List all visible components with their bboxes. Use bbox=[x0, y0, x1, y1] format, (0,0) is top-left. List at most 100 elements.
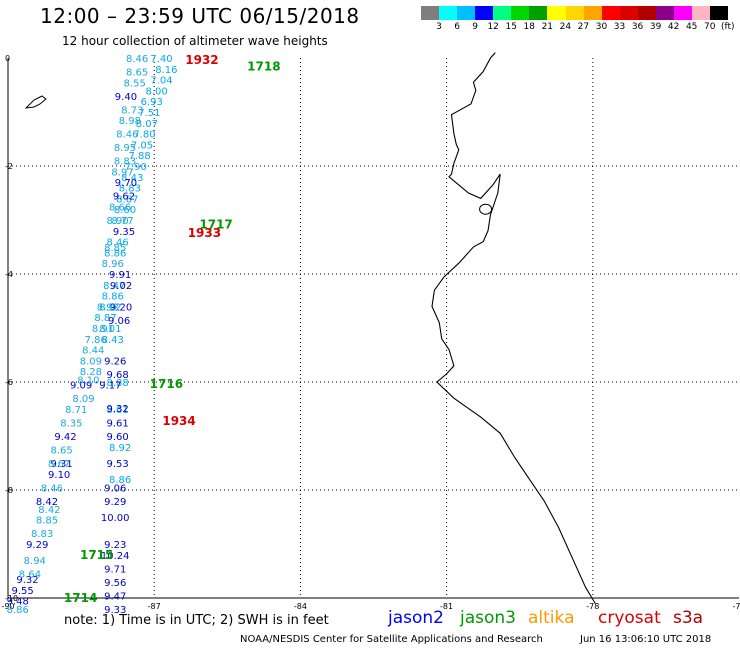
wave-height-value: 8.92 bbox=[97, 302, 119, 313]
pass-time-label: 1932 bbox=[185, 53, 218, 67]
wave-height-value: 8.90 bbox=[107, 216, 129, 227]
wave-height-value: 8.98 bbox=[119, 116, 141, 127]
legend-swatch bbox=[565, 6, 584, 20]
wave-height-value: 10.00 bbox=[101, 513, 130, 524]
legend-swatch bbox=[691, 6, 710, 20]
x-tick-label: -90 bbox=[1, 602, 14, 611]
wave-height-value: 6.93 bbox=[141, 97, 163, 108]
wave-height-value: 8.42 bbox=[36, 497, 58, 508]
wave-height-value: 8.09 bbox=[80, 356, 102, 367]
wave-height-value: 8.16 bbox=[155, 65, 177, 76]
x-tick-label: -78 bbox=[586, 602, 599, 611]
wave-height-value: 8.86 bbox=[102, 292, 124, 303]
wave-height-value: 8.83 bbox=[31, 529, 53, 540]
wave-height-value: 8.92 bbox=[99, 302, 121, 313]
wave-height-value: 7.04 bbox=[150, 76, 172, 87]
pass-time-label: 1933 bbox=[188, 226, 221, 240]
x-tick-label: -81 bbox=[440, 602, 453, 611]
legend-swatch bbox=[619, 6, 638, 20]
wave-height-value: 8.10 bbox=[77, 375, 99, 386]
wave-height-value: 8.85 bbox=[36, 516, 58, 527]
legend-label: (ft) bbox=[720, 22, 735, 32]
x-tick-label: -75 bbox=[732, 602, 740, 611]
wave-height-value: 8.46 bbox=[41, 483, 63, 494]
wave-height-value: 7.90 bbox=[125, 162, 147, 173]
wave-height-value: 9.42 bbox=[54, 432, 76, 443]
credit-line: NOAA/NESDIS Center for Satellite Applica… bbox=[240, 634, 543, 645]
satellite-tracks: 7.408.167.048.006.937.518.077.807.057.88… bbox=[7, 54, 178, 616]
wave-height-value: 8.86 bbox=[104, 248, 126, 259]
wave-height-value: 9.06 bbox=[108, 316, 130, 327]
wave-height-value: 9.55 bbox=[11, 586, 33, 597]
wave-height-value: 8.91 bbox=[92, 324, 114, 335]
wave-height-value: 8.87 bbox=[94, 313, 116, 324]
y-tick-label: -2 bbox=[5, 162, 13, 171]
coastline bbox=[24, 52, 596, 604]
wave-height-value: 9.02 bbox=[110, 281, 132, 292]
wave-height-value: 9.29 bbox=[26, 540, 48, 551]
legend-swatch bbox=[601, 6, 620, 20]
wave-height-value: 9.23 bbox=[104, 540, 126, 551]
wave-height-value: 9.47 bbox=[104, 591, 126, 602]
wave-height-value: 9.29 bbox=[104, 497, 126, 508]
wave-height-value: 8.73 bbox=[121, 105, 143, 116]
legend-altika: altika bbox=[528, 608, 575, 628]
legend-swatch bbox=[439, 6, 458, 20]
legend-label: 12 bbox=[487, 22, 499, 32]
wave-height-value: 8.71 bbox=[65, 405, 87, 416]
generation-timestamp: Jun 16 13:06:10 UTC 2018 bbox=[580, 634, 712, 645]
wave-height-value: 7.86 bbox=[85, 335, 107, 346]
wave-height-value: 7.40 bbox=[150, 54, 172, 65]
legend-label: 15 bbox=[505, 22, 517, 32]
legend-swatch bbox=[637, 6, 656, 20]
legend-label: 33 bbox=[613, 22, 626, 32]
legend-label: 9 bbox=[472, 22, 478, 32]
legend-swatch bbox=[493, 6, 512, 20]
legend-swatch bbox=[421, 6, 440, 20]
legend-label: 27 bbox=[577, 22, 590, 32]
wave-height-value: 8.28 bbox=[80, 367, 102, 378]
wave-height-value: 8.94 bbox=[24, 556, 46, 567]
wave-height-value: 9.62 bbox=[113, 192, 135, 203]
wave-height-value: 8.64 bbox=[19, 570, 41, 581]
wave-height-value: 8.60 bbox=[114, 205, 136, 216]
color-legend-labels: 3 6 9 12 15 18 21 24 27 30 33 36 39 42 45 70 (ft) bbox=[421, 22, 740, 32]
wave-height-value: 9.40 bbox=[115, 92, 137, 103]
legend-label: 21 bbox=[541, 22, 554, 32]
wave-height-value: 9.32 bbox=[16, 575, 38, 586]
wave-height-value: 9.32 bbox=[107, 404, 129, 415]
wave-height-value: 9.71 bbox=[104, 564, 126, 575]
page-subtitle: 12 hour collection of altimeter wave hei… bbox=[62, 34, 328, 48]
wave-height-value: 8.07 bbox=[136, 119, 158, 130]
wave-height-value: 8.46 bbox=[116, 130, 138, 141]
wave-height-value: 8.66 bbox=[109, 203, 131, 214]
legend-swatch bbox=[475, 6, 494, 20]
y-tick-label: -6 bbox=[5, 378, 13, 387]
wave-height-value: 9.09 bbox=[70, 381, 92, 392]
legend-cryosat: cryosat bbox=[598, 608, 661, 628]
wave-height-value: 8.65 bbox=[50, 446, 72, 457]
wave-height-value: 8.67 bbox=[116, 194, 138, 205]
south-america-coastline bbox=[431, 52, 596, 604]
x-tick-label: -87 bbox=[148, 602, 161, 611]
wave-height-value: 9.53 bbox=[107, 459, 129, 470]
wave-height-value: 8.86 bbox=[7, 605, 29, 616]
wave-height-value: 9.60 bbox=[107, 432, 129, 443]
footer-note: note: 1) Time is in UTC; 2) SWH is in fe… bbox=[64, 613, 329, 628]
wave-height-value: 9.35 bbox=[113, 227, 135, 238]
legend-label: 42 bbox=[667, 22, 680, 32]
pass-time-label: 1717 bbox=[199, 217, 232, 231]
legend-label: 45 bbox=[685, 22, 698, 32]
x-tick-label: -84 bbox=[294, 602, 307, 611]
wave-height-value: 8.97 bbox=[111, 167, 133, 178]
legend-jason3: jason3 bbox=[460, 608, 516, 628]
wave-height-value: 8.77 bbox=[111, 216, 133, 227]
galapagos-island bbox=[24, 95, 47, 109]
legend-label: 3 bbox=[436, 22, 442, 32]
wave-height-value: 9.70 bbox=[115, 178, 137, 189]
legend-swatch bbox=[547, 6, 566, 20]
wave-height-value: 9.20 bbox=[110, 302, 132, 313]
wave-height-value: 8.46 bbox=[126, 54, 148, 65]
wave-height-value: 9.61 bbox=[107, 419, 129, 430]
legend-label: 30 bbox=[595, 22, 608, 32]
